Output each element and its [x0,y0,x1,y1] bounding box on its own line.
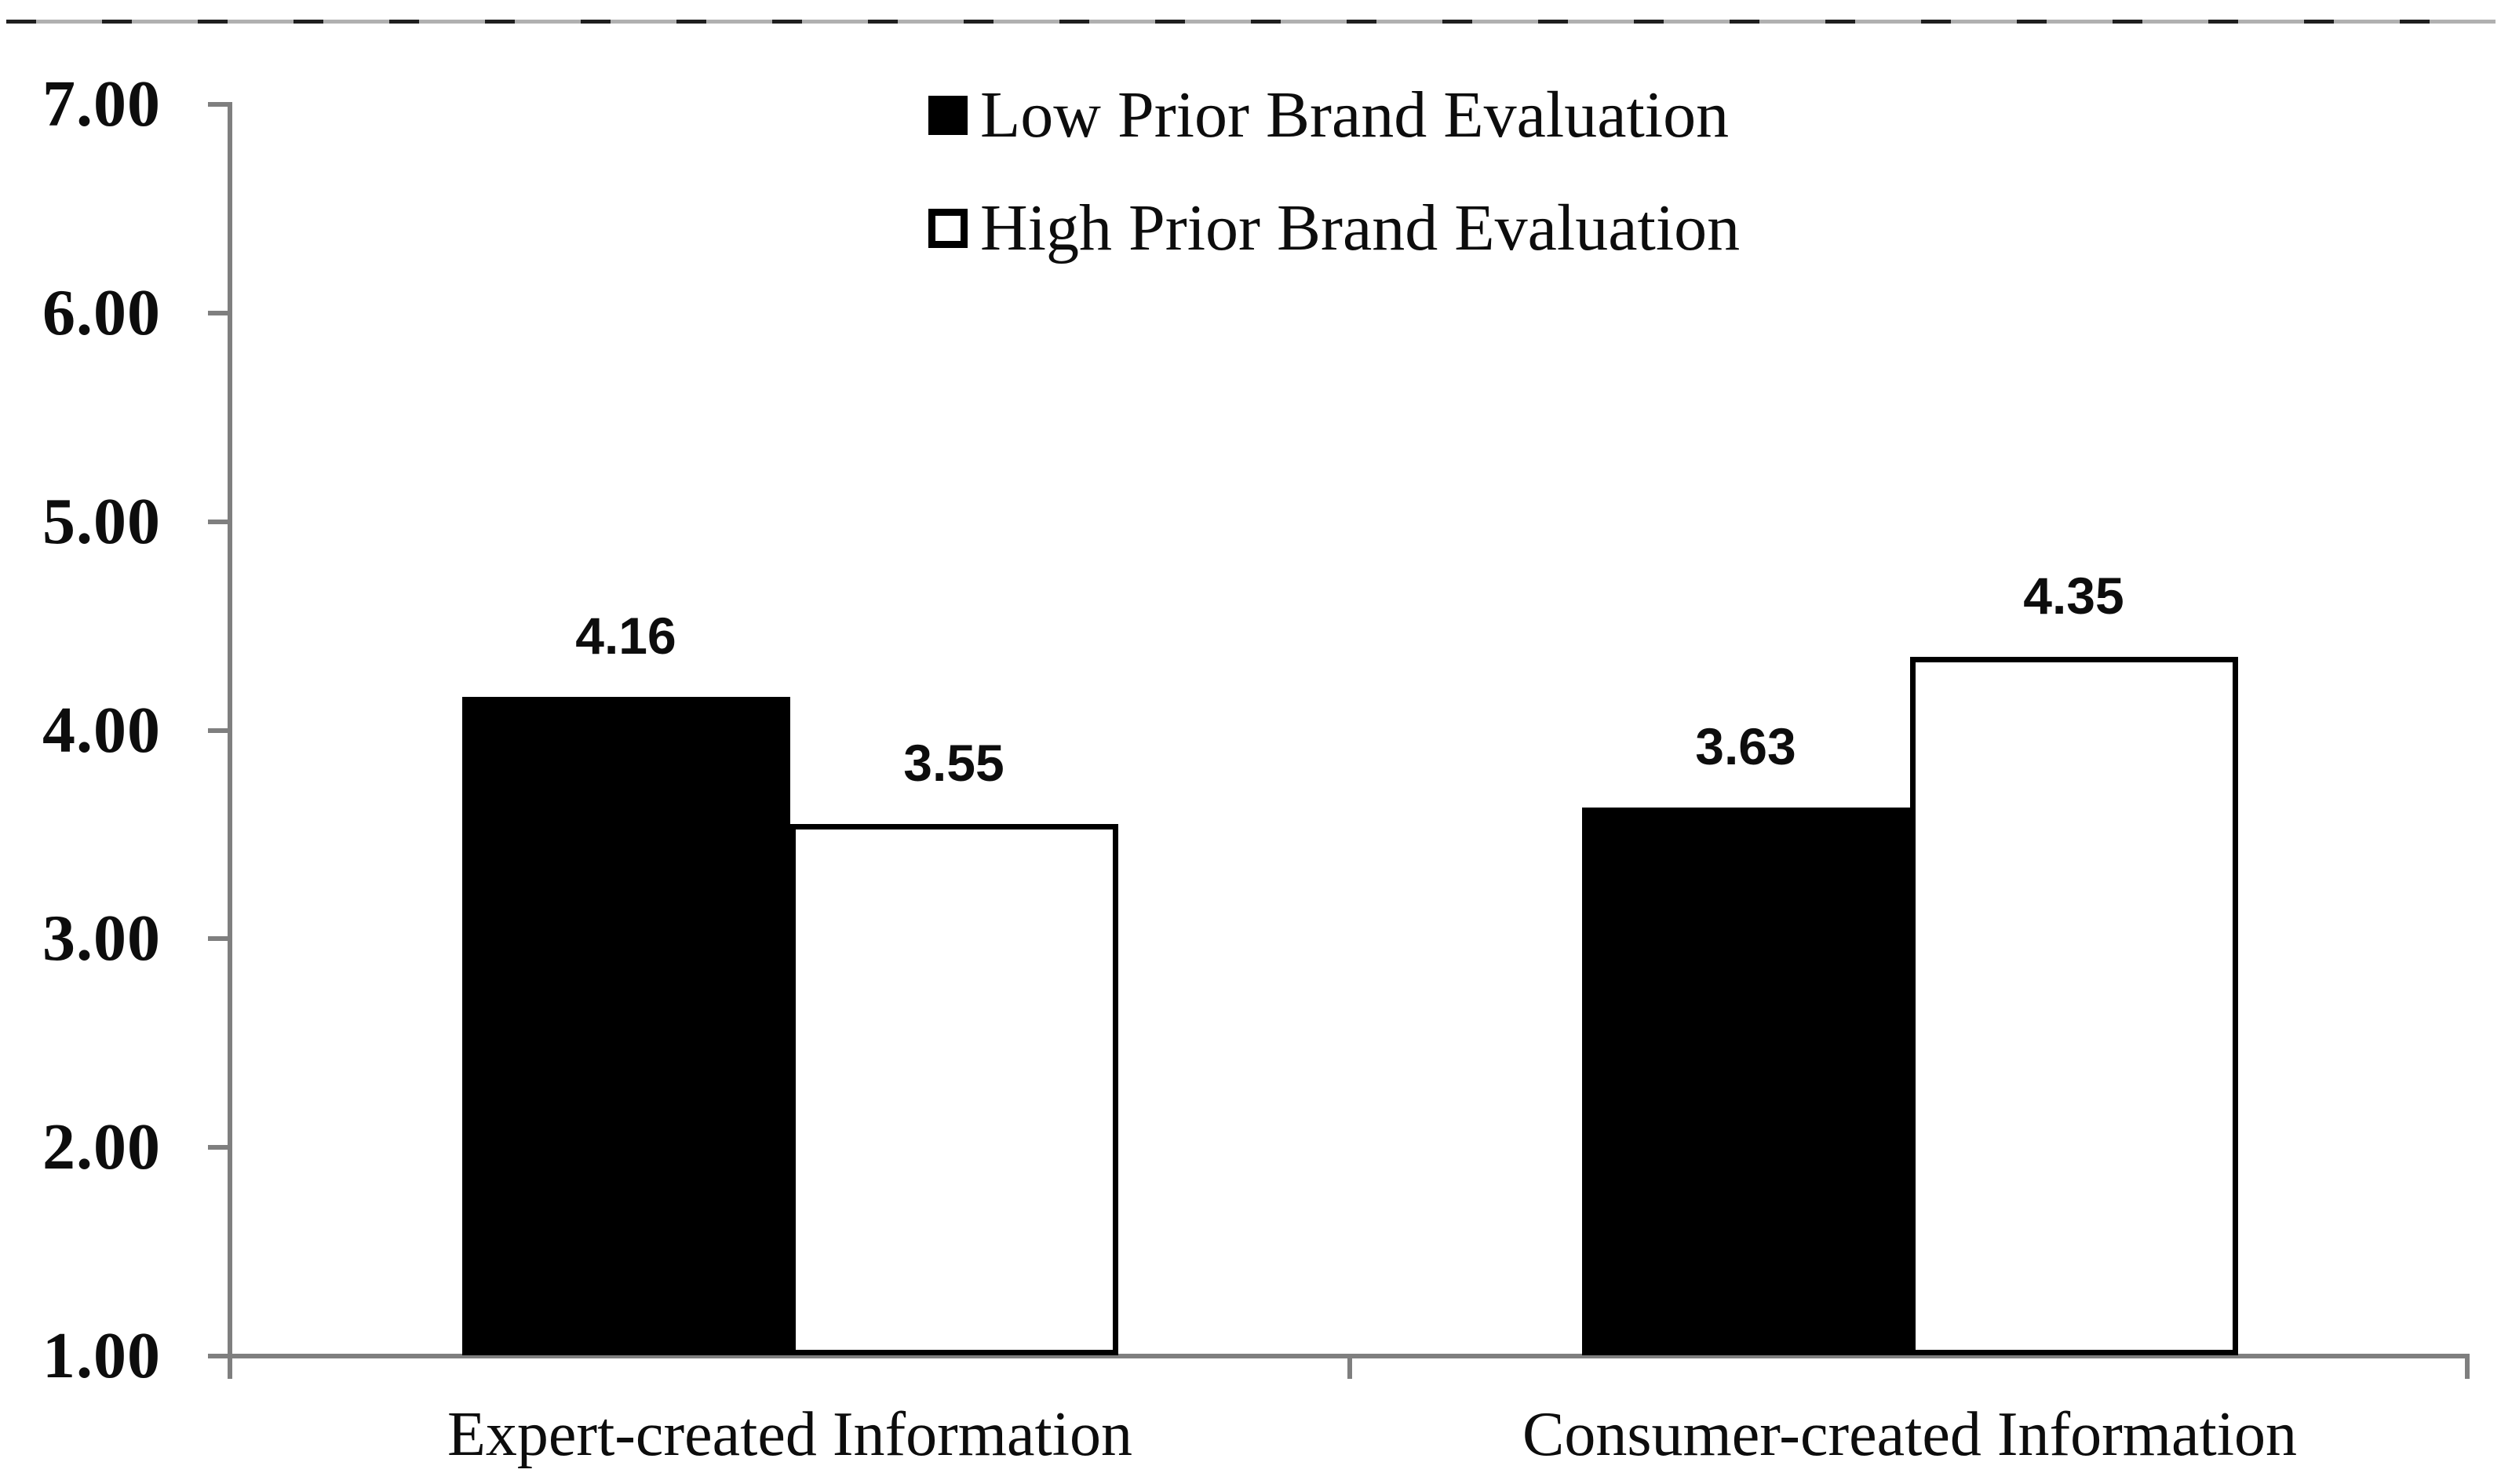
legend-swatch-filled-icon [928,96,968,135]
legend-item-label: Low Prior Brand Evaluation [980,78,1730,151]
y-axis-tick-label: 6.00 [42,275,161,349]
bar-value-label: 3.55 [903,734,1004,793]
legend-swatch-outlined-icon [928,209,968,248]
x-axis-category-label: Expert-created Information [447,1400,1132,1469]
y-axis-tick [208,936,230,942]
y-axis-tick [208,310,230,315]
x-axis-tick [1347,1356,1352,1379]
y-axis-tick [208,519,230,524]
x-axis-line [208,1354,2470,1358]
bar [461,696,790,1355]
bar [1581,807,1910,1355]
y-axis-tick-label: 1.00 [42,1319,161,1392]
x-axis-tick [2465,1356,2470,1379]
bar-value-label: 3.63 [1695,716,1796,775]
y-axis-line [228,102,232,1379]
y-axis-tick-label: 3.00 [42,902,161,975]
y-axis-tick [208,1354,230,1358]
y-axis-tick-label: 2.00 [42,1110,161,1184]
legend-item: High Prior Brand Evaluation [928,189,1740,268]
bar-value-label: 4.16 [575,606,676,665]
legend-item-label: High Prior Brand Evaluation [980,191,1741,264]
y-axis-tick [208,1145,230,1150]
x-axis-category-label: Consumer-created Information [1522,1400,2297,1469]
y-axis-tick-label: 7.00 [42,67,161,140]
y-axis-tick-label: 4.00 [42,693,161,767]
y-axis-tick [208,102,230,107]
y-axis-tick [208,727,230,733]
bar-value-label: 4.35 [2023,567,2124,625]
bar [1909,657,2238,1355]
top-border-line [6,20,2496,24]
y-axis-tick-label: 5.00 [42,484,161,558]
bar [789,824,1118,1355]
legend-item: Low Prior Brand Evaluation [928,76,1729,155]
